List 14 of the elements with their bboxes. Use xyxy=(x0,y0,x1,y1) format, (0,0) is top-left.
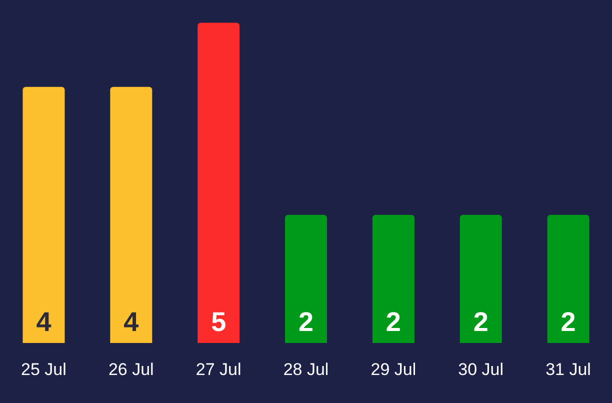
data-label: 2 xyxy=(560,307,576,337)
data-label: 2 xyxy=(298,307,314,337)
x-tick-label: 29 Jul xyxy=(370,360,416,380)
x-tick-label: 27 Jul xyxy=(196,360,242,380)
data-label: 2 xyxy=(386,307,401,337)
x-tick-label: 31 Jul xyxy=(546,360,591,380)
data-label: 5 xyxy=(211,307,226,337)
x-tick-label: 30 Jul xyxy=(458,360,504,380)
x-tick-label: 28 Jul xyxy=(283,360,329,380)
x-tick-label: 26 Jul xyxy=(108,360,154,380)
data-label: 4 xyxy=(124,307,139,337)
x-tick-label: 25 Jul xyxy=(21,360,66,380)
data-label: 4 xyxy=(36,307,52,337)
data-label: 2 xyxy=(473,307,488,337)
